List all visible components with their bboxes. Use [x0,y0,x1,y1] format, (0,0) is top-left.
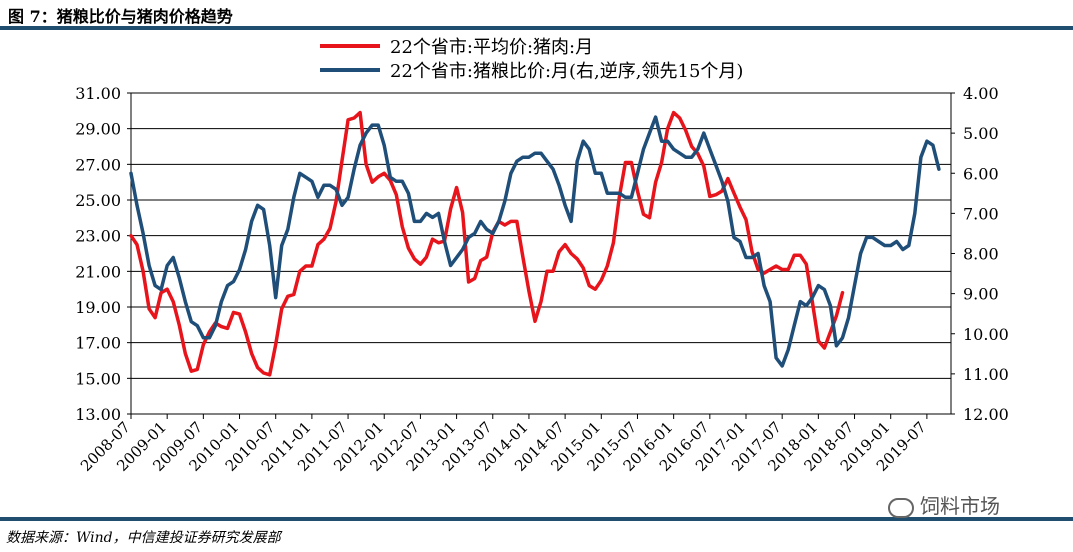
y-left-tick-label: 13.00 [75,405,121,424]
y-left-tick-label: 21.00 [75,262,121,281]
y-left-tick-label: 25.00 [75,191,121,210]
y-left-tick-label: 27.00 [75,155,121,174]
pork-price-line [129,110,845,377]
y-left-tick-label: 31.00 [75,84,121,103]
y-right-tick-label: 11.00 [963,365,1009,384]
wechat-icon [888,497,914,518]
y-right-tick-label: 4.00 [963,84,999,103]
y-right-tick-label: 10.00 [963,325,1009,344]
watermark: 饲料市场 [888,490,1000,519]
y-right-tick-label: 6.00 [963,164,999,183]
y-right-tick-label: 9.00 [963,285,999,304]
y-left-tick-label: 23.00 [75,227,121,246]
grid-lines [131,92,951,415]
hog-grain-ratio-line [129,115,941,368]
legend-label: 22个省市:平均价:猪肉:月 [390,37,593,58]
y-left-tick-label: 19.00 [75,298,121,317]
bottom-rule [0,517,1073,521]
series-lines [129,110,941,377]
y-left-tick-label: 29.00 [75,120,121,139]
y-right-tick-label: 7.00 [963,204,999,223]
y-left-tick-label: 15.00 [75,369,121,388]
legend-label: 22个省市:猪粮比价:月(右,逆序,领先15个月) [390,61,743,82]
top-rule [0,26,1073,30]
legend: 22个省市:平均价:猪肉:月 22个省市:猪粮比价:月(右,逆序,领先15个月) [320,37,743,82]
tick-labels: 13.00 15.00 17.00 19.00 21.00 23.00 25.00 27.00… [75,84,1009,475]
figure-title: 图 7：猪粮比价与猪肉价格趋势 [8,7,233,26]
axes [127,92,955,419]
y-right-tick-label: 12.00 [963,405,1009,424]
y-left-tick-label: 17.00 [75,334,121,353]
y-right-tick-label: 5.00 [963,124,999,143]
source-note: 数据来源：Wind，中信建投证券研究发展部 [6,530,281,546]
y-right-tick-label: 8.00 [963,245,999,264]
watermark-text: 饲料市场 [920,494,1000,518]
